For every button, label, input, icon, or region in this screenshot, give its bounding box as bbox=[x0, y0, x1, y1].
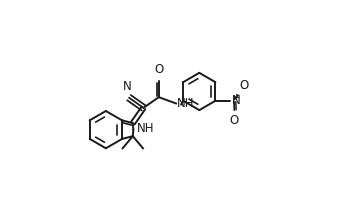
Text: O: O bbox=[154, 63, 163, 76]
Text: N: N bbox=[123, 80, 132, 93]
Text: NH: NH bbox=[178, 97, 195, 111]
Text: +: + bbox=[232, 93, 240, 102]
Text: O: O bbox=[230, 114, 239, 127]
Text: -: - bbox=[242, 83, 245, 93]
Text: N: N bbox=[232, 94, 241, 107]
Text: O: O bbox=[240, 79, 249, 92]
Text: NH: NH bbox=[136, 122, 154, 135]
